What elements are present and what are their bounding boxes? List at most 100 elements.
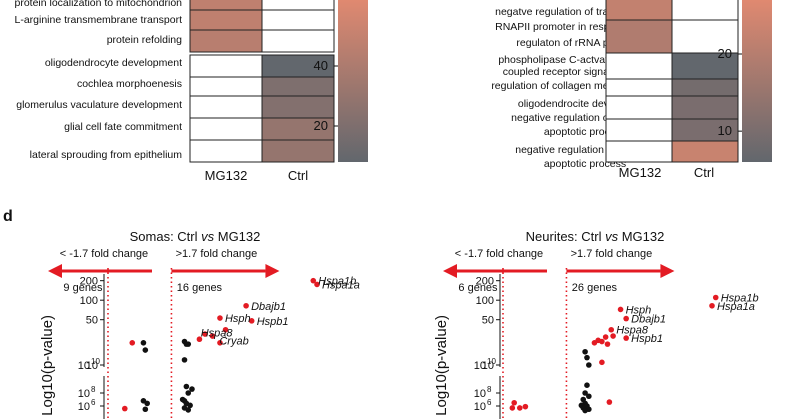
significant-gene-point (516, 405, 523, 411)
heatmap-left-cell (189, 117, 263, 141)
heatmap-right-cell (605, 0, 673, 21)
gene-annotation: Hspa8 (201, 327, 234, 339)
gene-annotation: Hspa1a (322, 279, 360, 291)
y-tick-label: 50 (86, 315, 98, 327)
significant-gene-point (610, 333, 616, 339)
heatmap-left-row-label: protein localization to mitochondrion (14, 0, 182, 9)
heatmap-left-cell (261, 76, 335, 97)
gene-annotation: Hspa1b (318, 276, 356, 288)
heatmap-left-row-label: cochlea morphoenesis (77, 78, 182, 90)
heatmap-right-cell (671, 19, 739, 54)
volcano-title: Neurites: Ctrl vs MG132 (526, 229, 665, 244)
colorbar-left-tick-label: 20 (314, 118, 328, 133)
gene-point (185, 407, 192, 413)
heatmap-right-cell (671, 52, 739, 80)
heatmap-right-column-ctrl: Ctrl (694, 165, 714, 180)
significant-gene-point (599, 338, 605, 345)
significant-gene-point (602, 334, 609, 340)
left-gene-count: 6 genes (458, 282, 498, 294)
significant-gene-point (129, 340, 136, 346)
gene-point (187, 402, 193, 409)
left-arrow-head (442, 264, 457, 278)
significant-gene-point (623, 315, 629, 322)
gene-point (185, 341, 192, 347)
heatmap-right-cell (605, 78, 673, 97)
gene-point (142, 347, 149, 353)
heatmap-left-cell (261, 0, 335, 11)
heatmap-right-cell (605, 19, 673, 54)
gene-annotation: Hsph (225, 313, 251, 325)
y-axis-label: - Log10(p-value) (39, 315, 56, 419)
heatmap-left-row-label: lateral sprouding from epithelium (30, 149, 183, 161)
gene-annotation: Dbajb1 (251, 301, 286, 313)
heatmap-right-cell (671, 95, 739, 120)
heatmap-left-column-ctrl: Ctrl (288, 168, 308, 183)
volcano-neurites: Neurites: Ctrl vs MG132 < -1.7 fold chang… (433, 229, 759, 419)
gene-annotation: Hsph (626, 304, 652, 316)
heatmap-left-cell (189, 54, 263, 78)
heatmap-left-cell (189, 9, 263, 31)
gene-annotation: Hspa8 (616, 325, 649, 337)
heatmap-right-cell (671, 78, 739, 97)
heatmap-left-cell (261, 95, 335, 119)
significant-gene-point (606, 399, 613, 405)
y-tick-label: 100 (476, 295, 494, 307)
significant-gene-point (243, 302, 249, 309)
heatmap-right-cell (671, 0, 739, 21)
significant-gene-point (121, 405, 128, 412)
significant-gene-point (591, 340, 598, 346)
heatmap-right-colorbar (742, 0, 772, 162)
gene-annotation: Dbajb1 (631, 314, 666, 326)
significant-gene-point (511, 399, 517, 406)
right-gene-count: 26 genes (572, 282, 618, 294)
heatmap-go-terms-right: negatve regulation of transcripton fromR… (491, 0, 772, 180)
heatmap-right-column-mg132: MG132 (619, 165, 662, 180)
significant-gene-point (217, 315, 223, 321)
left-fold-change-note: < -1.7 fold change (60, 248, 148, 260)
y-tick-low-exponent: 8 (91, 385, 96, 394)
colorbar-right-tick-label: 20 (718, 46, 732, 61)
gene-point (586, 362, 592, 368)
y-tick-label: 200 (476, 276, 494, 288)
significant-gene-point (599, 359, 605, 366)
heatmap-left-cell (261, 29, 335, 53)
heatmap-right-cell (605, 140, 673, 163)
gene-annotation: Hspb1 (631, 333, 663, 345)
y-tick-low-label: 10 (474, 360, 486, 372)
gene-point (582, 407, 588, 414)
gene-point (140, 340, 147, 346)
left-arrow-head (47, 264, 62, 278)
gene-point (183, 383, 190, 390)
significant-gene-point (202, 331, 208, 337)
heatmap-left-cell (189, 29, 263, 53)
y-tick-low-exponent: 10 (91, 357, 100, 366)
gene-annotation: Hspb1 (257, 316, 289, 328)
right-arrow-head (660, 264, 675, 278)
heatmap-left-row-label: protein refolding (107, 34, 182, 46)
heatmap-left-cell (189, 139, 263, 163)
gene-annotation: Hspa1a (717, 301, 755, 313)
y-tick-low-label: 10 (78, 388, 90, 400)
gene-point (142, 406, 149, 413)
heatmap-left-cell (189, 95, 263, 119)
heatmap-left-row-label: oligodendrocyte development (45, 57, 182, 69)
right-fold-change-note: >1.7 fold change (571, 248, 653, 260)
heatmap-right-cell (605, 52, 673, 80)
y-tick-low-label: 10 (78, 360, 90, 372)
y-tick-low-exponent: 6 (487, 398, 492, 407)
gene-annotation: Hspa1b (721, 293, 759, 305)
heatmap-left-column-mg132: MG132 (205, 168, 248, 183)
significant-gene-point (314, 281, 320, 288)
gene-point (582, 348, 588, 355)
heatmap-go-terms-left: protein localization to mitochondrion L-a… (14, 0, 368, 183)
significant-gene-point (604, 341, 611, 347)
y-tick-label: 200 (80, 276, 98, 288)
right-gene-count: 16 genes (177, 282, 223, 294)
significant-gene-point (196, 336, 203, 343)
gene-point (189, 386, 195, 392)
significant-gene-point (623, 335, 629, 341)
significant-gene-point (522, 403, 529, 410)
significant-gene-point (509, 405, 516, 411)
significant-gene-point (608, 326, 615, 333)
